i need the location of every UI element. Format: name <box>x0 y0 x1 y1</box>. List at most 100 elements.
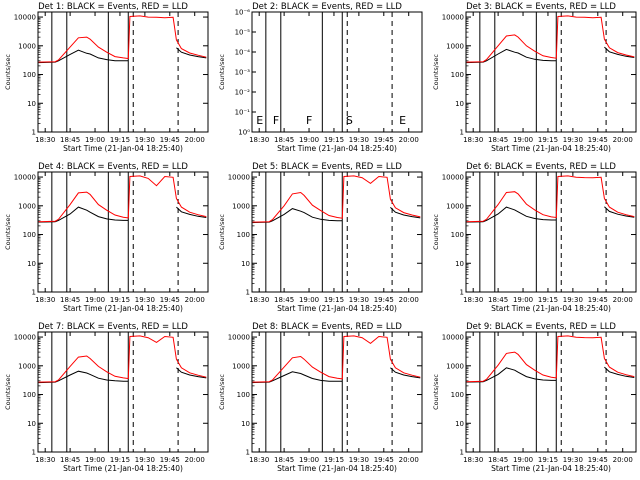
x-tick-label: 19:30 <box>349 456 369 464</box>
events-series-line <box>466 46 635 64</box>
y-tick-label: 10000 <box>228 334 250 342</box>
y-axis-label: Counts/sec <box>218 214 226 250</box>
lld-series-line <box>38 335 207 383</box>
x-axis-label: Start Time (21-Jan-04 18:25:40) <box>277 144 397 153</box>
x-tick-label: 18:45 <box>488 296 508 304</box>
y-tick-label: 10 <box>27 260 36 268</box>
y-tick-label: 10 <box>455 260 464 268</box>
lld-series-line <box>252 335 421 383</box>
x-axis-label: Start Time (21-Jan-04 18:25:40) <box>491 144 611 153</box>
y-tick-label: 10⁻² <box>235 89 251 97</box>
x-tick-label: 19:00 <box>513 296 533 304</box>
panel-title: Det 2: BLACK = Events, RED = LLD <box>252 2 402 12</box>
x-tick-label: 19:30 <box>563 456 583 464</box>
flag-label: E <box>399 114 406 127</box>
x-tick-label: 18:30 <box>249 136 269 144</box>
plot-frame <box>37 11 209 133</box>
x-tick-label: 18:45 <box>60 296 80 304</box>
y-tick-label: 10⁻³ <box>235 69 251 77</box>
x-tick-label: 19:45 <box>160 136 180 144</box>
detector-panel-1: Det 1: BLACK = Events, RED = LLD Start Ti… <box>4 2 209 153</box>
y-axis-label: Counts/sec <box>4 54 12 90</box>
flag-label: F <box>273 114 279 127</box>
x-tick-label: 18:45 <box>488 136 508 144</box>
x-tick-label: 19:15 <box>538 456 558 464</box>
panel-title: Det 9: BLACK = Events, RED = LLD <box>466 322 616 332</box>
x-axis-label: Start Time (21-Jan-04 18:25:40) <box>63 464 183 473</box>
x-tick-label: 19:15 <box>324 296 344 304</box>
x-tick-label: 20:00 <box>185 456 205 464</box>
x-tick-label: 20:00 <box>613 456 633 464</box>
x-tick-label: 19:15 <box>324 136 344 144</box>
x-tick-label: 19:45 <box>160 456 180 464</box>
y-tick-label: 1000 <box>18 42 36 50</box>
x-tick-label: 20:00 <box>613 296 633 304</box>
y-tick-label: 10 <box>455 100 464 108</box>
y-tick-label: 10000 <box>14 174 36 182</box>
x-tick-label: 19:15 <box>324 456 344 464</box>
events-series-line <box>38 367 207 384</box>
y-tick-label: 1000 <box>18 362 36 370</box>
x-tick-label: 18:30 <box>35 136 55 144</box>
plot-frame <box>37 331 209 453</box>
x-tick-label: 19:30 <box>135 456 155 464</box>
y-tick-label: 100 <box>237 391 250 399</box>
x-tick-label: 20:00 <box>185 136 205 144</box>
events-series-line <box>466 366 635 383</box>
y-tick-label: 10 <box>27 100 36 108</box>
x-tick-label: 18:45 <box>60 456 80 464</box>
x-tick-label: 18:45 <box>274 456 294 464</box>
x-axis-label: Start Time (21-Jan-04 18:25:40) <box>491 464 611 473</box>
flag-label: E <box>256 114 263 127</box>
y-tick-label: 10000 <box>442 14 464 22</box>
y-tick-label: 1 <box>460 129 464 137</box>
y-tick-label: 1000 <box>232 362 250 370</box>
y-tick-label: 10 <box>241 260 250 268</box>
x-tick-label: 19:45 <box>588 296 608 304</box>
x-tick-label: 19:30 <box>135 296 155 304</box>
y-tick-label: 10 <box>241 420 250 428</box>
x-tick-label: 19:00 <box>85 296 105 304</box>
events-series-line <box>38 47 207 64</box>
y-axis-label: Counts/sec <box>432 54 440 90</box>
plot-frame <box>465 331 637 453</box>
plot-frame <box>465 11 637 133</box>
y-tick-label: 10⁻⁶ <box>235 9 251 17</box>
x-tick-label: 18:30 <box>463 296 483 304</box>
detector-panel-5: Det 5: BLACK = Events, RED = LLD Start Ti… <box>218 162 423 313</box>
x-axis-label: Start Time (21-Jan-04 18:25:40) <box>63 304 183 313</box>
y-tick-label: 10 <box>27 420 36 428</box>
detector-panel-3: Det 3: BLACK = Events, RED = LLD Start Ti… <box>432 2 637 153</box>
y-axis-label: Counts/sec <box>4 374 12 410</box>
x-tick-label: 18:45 <box>274 296 294 304</box>
y-tick-label: 100 <box>237 231 250 239</box>
x-tick-label: 19:45 <box>160 296 180 304</box>
panel-title: Det 5: BLACK = Events, RED = LLD <box>252 162 402 172</box>
panel-title: Det 4: BLACK = Events, RED = LLD <box>38 162 188 172</box>
y-axis-label: Counts/sec <box>218 374 226 410</box>
x-tick-label: 18:30 <box>463 136 483 144</box>
lld-series-line <box>466 175 635 223</box>
y-tick-label: 10000 <box>14 334 36 342</box>
y-tick-label: 1000 <box>446 362 464 370</box>
detector-panel-7: Det 7: BLACK = Events, RED = LLD Start Ti… <box>4 322 209 473</box>
x-tick-label: 19:45 <box>588 456 608 464</box>
x-tick-label: 19:00 <box>85 456 105 464</box>
detector-panel-9: Det 9: BLACK = Events, RED = LLD Start Ti… <box>432 322 637 473</box>
detector-panel-2: Det 2: BLACK = Events, RED = LLD Start Ti… <box>218 2 423 153</box>
detector-panel-8: Det 8: BLACK = Events, RED = LLD Start Ti… <box>218 322 423 473</box>
x-tick-label: 19:00 <box>513 456 533 464</box>
x-tick-label: 20:00 <box>399 456 419 464</box>
x-tick-label: 20:00 <box>399 296 419 304</box>
x-tick-label: 19:00 <box>299 136 319 144</box>
x-tick-label: 20:00 <box>185 296 205 304</box>
panel-title: Det 3: BLACK = Events, RED = LLD <box>466 2 616 12</box>
y-tick-label: 100 <box>451 231 464 239</box>
x-tick-label: 18:30 <box>249 296 269 304</box>
plot-frame <box>251 331 423 453</box>
x-tick-label: 18:30 <box>463 456 483 464</box>
y-tick-label: 100 <box>451 391 464 399</box>
lld-series-line <box>466 15 635 63</box>
y-tick-label: 10⁰ <box>238 129 250 137</box>
